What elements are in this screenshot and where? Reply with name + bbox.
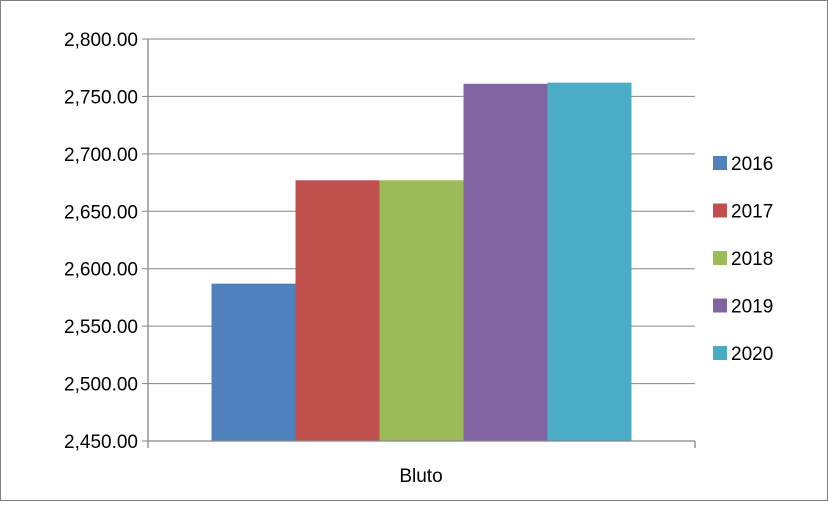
bar-2016 bbox=[211, 283, 296, 441]
y-tick-label: 2,500.00 bbox=[64, 375, 138, 396]
y-tick-label: 2,550.00 bbox=[64, 317, 138, 338]
bar-2020 bbox=[547, 82, 632, 441]
legend-swatch-2017 bbox=[713, 203, 727, 218]
y-tick-label: 2,700.00 bbox=[64, 145, 138, 166]
axes bbox=[147, 39, 696, 448]
bar-2019 bbox=[463, 83, 548, 442]
y-tick-label: 2,800.00 bbox=[64, 30, 138, 51]
bars bbox=[211, 82, 632, 442]
x-category-label: Bluto bbox=[399, 466, 442, 487]
y-tick-label: 2,600.00 bbox=[64, 260, 138, 281]
bar-2017 bbox=[295, 180, 380, 441]
legend-label-2020: 2020 bbox=[731, 344, 773, 365]
legend-swatch-2018 bbox=[713, 251, 727, 265]
y-tick-label: 2,450.00 bbox=[64, 432, 138, 453]
bar-2018 bbox=[379, 180, 464, 441]
legend-label-2017: 2017 bbox=[731, 202, 773, 223]
legend-label-2018: 2018 bbox=[731, 249, 773, 270]
y-tick-label: 2,650.00 bbox=[64, 202, 138, 223]
legend-swatch-2019 bbox=[713, 298, 727, 313]
legend: 2016 2017 2018 2019 2020 bbox=[713, 154, 773, 365]
y-tick-labels: 2,450.00 2,500.00 2,550.00 2,600.00 2,650.00… bbox=[64, 30, 138, 453]
y-tick-label: 2,750.00 bbox=[64, 87, 138, 108]
legend-label-2016: 2016 bbox=[731, 154, 773, 175]
legend-label-2019: 2019 bbox=[731, 297, 773, 318]
legend-swatch-2016 bbox=[713, 156, 727, 170]
legend-swatch-2020 bbox=[713, 346, 727, 360]
